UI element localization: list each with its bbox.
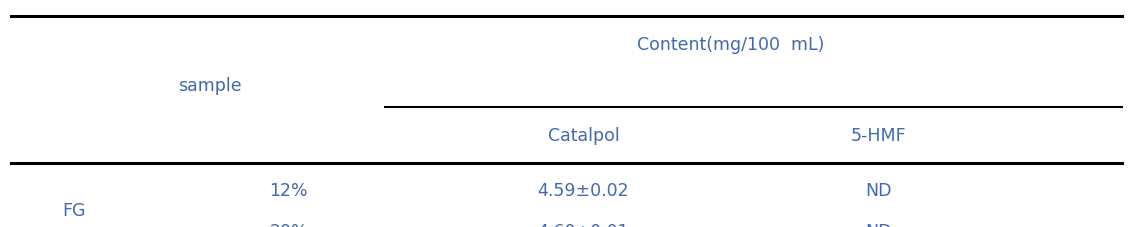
Text: 20%: 20% (270, 222, 308, 227)
Text: 4.60±0.01: 4.60±0.01 (538, 222, 629, 227)
Text: ND: ND (864, 182, 892, 200)
Text: sample: sample (178, 77, 241, 95)
Text: Content(mg/100  mL): Content(mg/100 mL) (637, 36, 825, 54)
Text: ND: ND (864, 222, 892, 227)
Text: 5-HMF: 5-HMF (850, 127, 906, 145)
Text: 4.59±0.02: 4.59±0.02 (538, 182, 629, 200)
Text: FG: FG (62, 202, 85, 220)
Text: 12%: 12% (270, 182, 308, 200)
Text: Catalpol: Catalpol (547, 127, 620, 145)
